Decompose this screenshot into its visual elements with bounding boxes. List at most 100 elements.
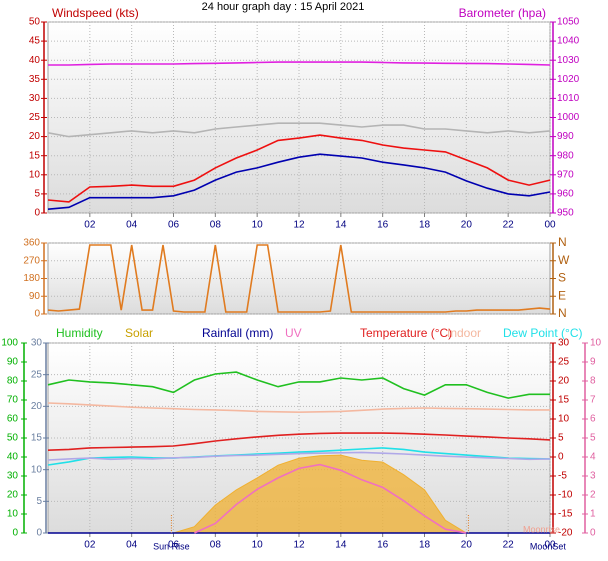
y2-axis-title: Barometer (hpa)	[459, 6, 546, 20]
x-tick-label: 04	[126, 220, 138, 231]
x-tick-label: 04	[126, 540, 138, 551]
line	[47, 402, 550, 414]
y-tick-label: 35	[29, 74, 41, 85]
y-tick-label: 970	[557, 169, 574, 180]
event-label: Moonrise	[523, 524, 560, 534]
x-tick-label: 12	[293, 220, 305, 231]
x-tick-label: 12	[293, 540, 305, 551]
y-tick-label: E	[558, 288, 566, 302]
y-tick-label: 40	[29, 55, 41, 66]
plot-background	[47, 242, 551, 315]
x-tick-label: 02	[84, 220, 96, 231]
x-tick-label: 16	[377, 220, 389, 231]
y-tick-label: 25	[31, 369, 43, 380]
x-tick-label: 10	[252, 540, 264, 551]
y-tick-label: 1030	[557, 55, 580, 66]
x-tick-label: 08	[210, 220, 222, 231]
x-tick-label: 00	[544, 220, 556, 231]
y-tick-label: 30	[558, 338, 570, 349]
y-tick-label: 5	[558, 433, 564, 444]
line	[47, 153, 551, 210]
y-tick-label: 90	[7, 357, 19, 368]
y-tick-label: 100	[1, 338, 18, 349]
y-tick-label: -15	[558, 509, 573, 520]
y-tick-label: 1	[590, 509, 596, 520]
y-tick-label: 5	[36, 496, 42, 507]
area	[173, 454, 467, 534]
y-tick-label: 7	[590, 395, 596, 406]
y-tick-label: 180	[23, 273, 40, 284]
y-tick-label: 15	[29, 150, 41, 161]
y-tick-label: 1040	[557, 36, 580, 47]
x-tick-label: 06	[168, 540, 180, 551]
y-tick-label: 0	[558, 452, 564, 463]
x-tick-label: 20	[461, 220, 473, 231]
x-tick-label: 14	[335, 540, 347, 551]
y-tick-label: S	[558, 271, 566, 285]
y-tick-label: N	[558, 306, 567, 320]
y-tick-label: 20	[7, 490, 19, 501]
x-tick-label: 00	[544, 540, 556, 551]
y-tick-label: 25	[29, 112, 41, 123]
y-tick-label: 50	[29, 17, 41, 28]
y-tick-label: N	[558, 235, 567, 249]
y-tick-label: 8	[590, 376, 596, 387]
y-tick-label: -5	[558, 471, 567, 482]
legend-label: UV	[285, 326, 302, 340]
y-tick-label: 50	[7, 433, 19, 444]
y-tick-label: 45	[29, 36, 41, 47]
y-tick-label: 1000	[557, 112, 580, 123]
y-tick-label: 6	[590, 414, 596, 425]
y-tick-label: -10	[558, 490, 573, 501]
x-tick-label: 14	[335, 220, 347, 231]
y-tick-label: 70	[7, 395, 19, 406]
y-tick-label: 3	[590, 471, 596, 482]
y-tick-label: 2	[590, 490, 596, 501]
x-tick-label: 16	[377, 540, 389, 551]
y-tick-label: 60	[7, 414, 19, 425]
chart-title: 24 hour graph day : 15 April 2021	[202, 1, 365, 13]
line	[48, 61, 551, 66]
line	[47, 122, 551, 138]
event-label: Sun Rise	[153, 541, 190, 551]
legend-label: Dew Point (°C)	[503, 326, 582, 340]
y-tick-label: 10	[558, 414, 570, 425]
line	[194, 463, 467, 534]
y-tick-label: 30	[31, 338, 43, 349]
legend-label: Rainfall (mm)	[202, 326, 273, 340]
y-tick-label: 950	[557, 208, 574, 219]
y-tick-label: 0	[34, 309, 40, 320]
y-tick-label: 80	[7, 376, 19, 387]
y-tick-label: 9	[590, 357, 596, 368]
y-tick-label: 20	[558, 376, 570, 387]
x-tick-label: 10	[252, 220, 264, 231]
y-tick-label: 1010	[557, 93, 580, 104]
y-tick-label: 960	[557, 189, 574, 200]
y-tick-label: 15	[558, 395, 570, 406]
x-tick-label: 22	[503, 220, 515, 231]
y-tick-label: 0	[590, 528, 596, 539]
y-tick-label: 30	[29, 93, 41, 104]
legend-label: Temperature (°C)	[360, 326, 452, 340]
y-tick-label: 10	[590, 338, 602, 349]
y-tick-label: 980	[557, 150, 574, 161]
y-tick-label: 1050	[557, 17, 580, 28]
y-tick-label: 15	[31, 433, 43, 444]
y-tick-label: 4	[590, 452, 596, 463]
y-tick-label: 0	[36, 528, 42, 539]
y-tick-label: 0	[34, 208, 40, 219]
line	[47, 451, 551, 461]
y-tick-label: 40	[7, 452, 19, 463]
x-tick-label: 22	[503, 540, 515, 551]
legend-label: Humidity	[56, 326, 103, 340]
y-tick-label: 25	[558, 357, 570, 368]
x-tick-label: 02	[84, 540, 96, 551]
y-tick-label: W	[558, 253, 570, 267]
y-axis-title: Windspeed (kts)	[52, 6, 139, 20]
x-tick-label: 20	[461, 540, 473, 551]
event-label: MoonSet	[530, 541, 567, 551]
y-tick-label: 1020	[557, 74, 580, 85]
y-tick-label: 10	[7, 509, 19, 520]
y-tick-label: 5	[590, 433, 596, 444]
